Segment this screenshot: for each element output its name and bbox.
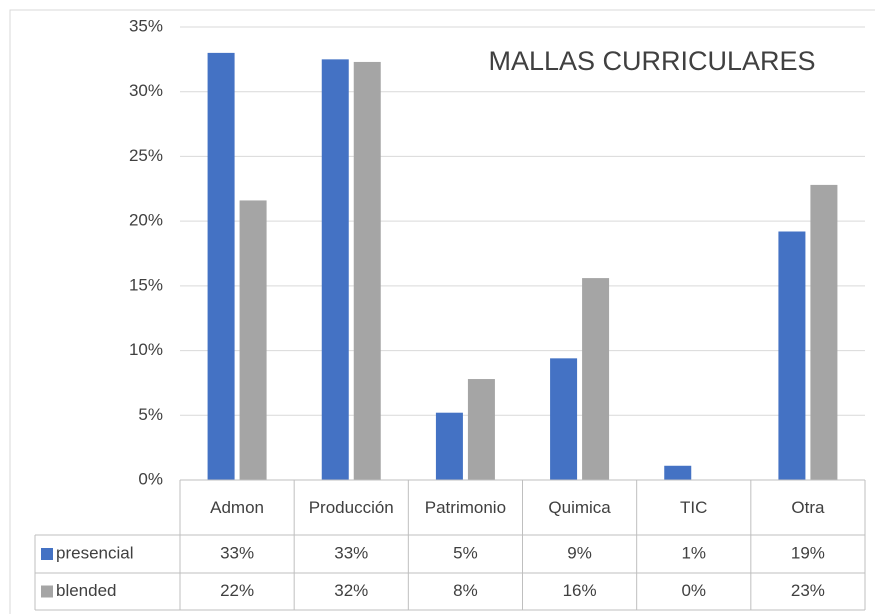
data-label: 33% [220,543,254,562]
y-tick-label: 15% [129,275,163,294]
y-tick-label: 0% [138,469,163,488]
x-tick-label: TIC [680,498,708,517]
bar [321,59,349,480]
data-label: 9% [567,543,592,562]
bar [810,184,838,480]
data-label: 22% [220,581,254,600]
bar [435,412,463,480]
legend-key [41,548,53,560]
x-tick-label-box: Otra [791,498,825,517]
y-tick-label: 35% [129,16,163,35]
data-label: 0% [681,581,706,600]
bar [664,465,692,480]
y-tick-label: 30% [129,81,163,100]
chart-border [9,9,875,614]
x-tick-label: Admon [210,498,265,517]
x-tick-label: Patrimonio [424,498,507,517]
data-label: 16% [563,581,597,600]
bar [778,231,806,480]
x-tick-label-box: Producción [308,498,394,517]
y-tick-label: 10% [129,340,163,359]
x-tick-label-box: Admon [210,498,265,517]
data-label: 19% [791,543,825,562]
legend-label: blended [56,581,117,600]
bar [353,61,381,481]
data-label: 8% [453,581,478,600]
data-label: 1% [681,543,706,562]
x-tick-label: Quimica [548,498,611,517]
bar [207,52,235,481]
bar [582,278,610,480]
x-tick-label: Otra [791,498,825,517]
x-tick-label-box: Quimica [548,498,611,517]
bar [467,379,495,480]
data-label: 23% [791,581,825,600]
data-label: 33% [334,543,368,562]
data-label: 32% [334,581,368,600]
legend-key [41,585,53,598]
bar [550,358,578,480]
legend-label: presencial [56,543,134,562]
data-label: 5% [453,543,478,562]
y-tick-label: 5% [138,405,163,424]
x-tick-label: Producción [308,498,394,517]
y-tick-label: 20% [129,211,163,230]
chart-title: MALLAS CURRICULARES [488,46,815,76]
x-tick-label-box: Patrimonio [424,498,507,517]
bar [239,200,267,481]
x-tick-label-box: TIC [680,498,708,517]
y-tick-label: 25% [129,146,163,165]
